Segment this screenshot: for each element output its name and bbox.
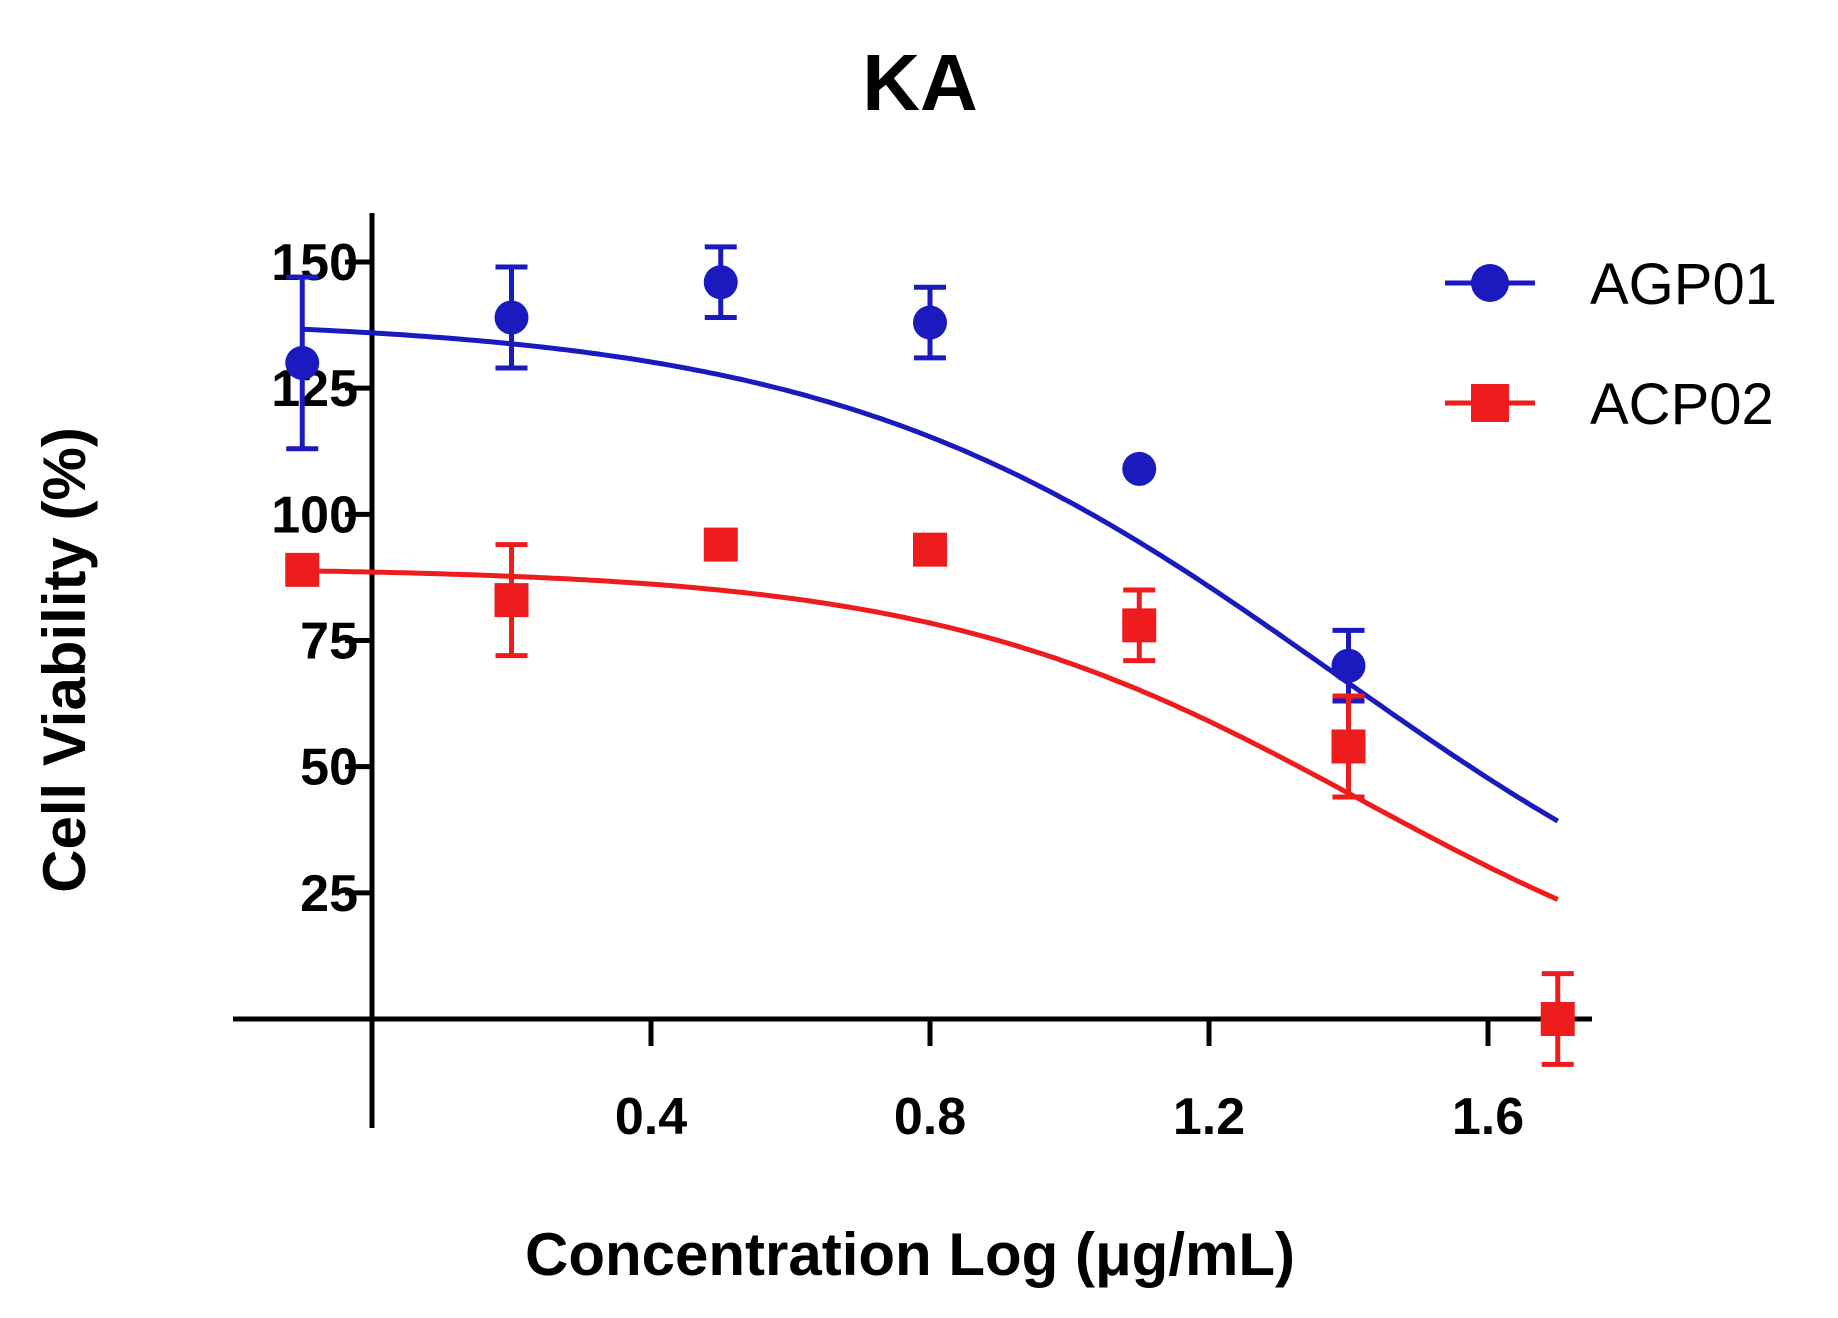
data-point-acp02: [913, 532, 947, 567]
data-point-acp02: [494, 583, 529, 618]
data-point-acp02: [1331, 729, 1366, 764]
data-point-agp01: [1122, 451, 1157, 486]
legend-marker-acp02: [1471, 384, 1509, 422]
data-point-agp01: [703, 265, 738, 300]
y-axis-label: Cell Viability (%): [31, 427, 98, 893]
y-tick-label: 25: [300, 865, 358, 923]
data-point-agp01: [1331, 648, 1366, 683]
x-tick-label: 1.6: [1452, 1088, 1524, 1146]
fit-curve-acp02: [302, 568, 1559, 902]
x-tick-label: 0.4: [615, 1088, 687, 1146]
data-point-agp01: [913, 305, 947, 340]
data-point-acp02: [1122, 608, 1157, 643]
chart-title: KA: [862, 38, 978, 127]
x-axis-label: Concentration Log (μg/mL): [525, 1221, 1295, 1288]
legend: AGP01 ACP02: [1445, 252, 1777, 437]
data-point-acp02: [1540, 1002, 1575, 1036]
data-point-acp02: [285, 552, 320, 587]
y-tick-label: 50: [300, 739, 358, 797]
data-point-agp01: [285, 345, 320, 380]
x-tick-label: 1.2: [1173, 1088, 1245, 1146]
y-tick-label: 75: [300, 613, 358, 671]
data-point-acp02: [703, 527, 738, 562]
y-tick-label: 100: [271, 486, 358, 544]
legend-marker-agp01: [1471, 264, 1509, 302]
x-tick-label: 0.8: [894, 1088, 966, 1146]
data-point-agp01: [494, 300, 529, 335]
y-tick-label: 150: [271, 234, 358, 292]
legend-label-acp02: ACP02: [1590, 372, 1774, 437]
legend-label-agp01: AGP01: [1590, 252, 1777, 317]
